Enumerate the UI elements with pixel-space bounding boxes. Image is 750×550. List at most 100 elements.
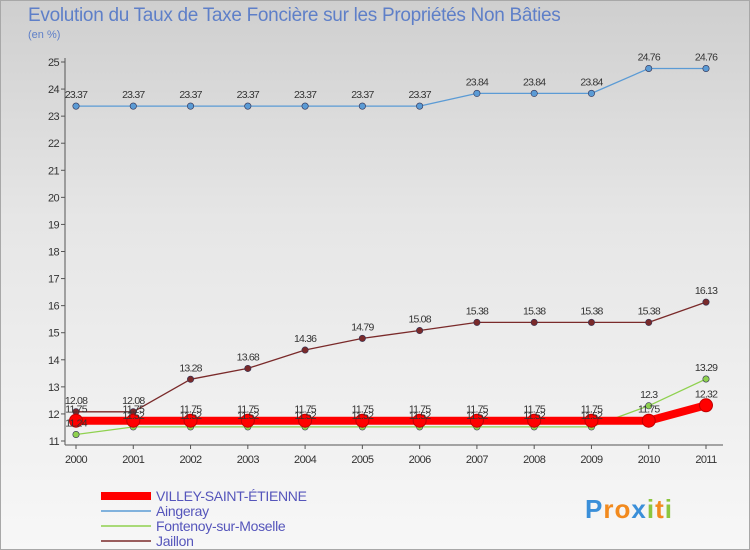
series-line bbox=[75, 378, 707, 436]
chart-title: Evolution du Taux de Taxe Foncière sur l… bbox=[28, 5, 561, 26]
data-point bbox=[358, 334, 366, 342]
data-label: 11.24 bbox=[65, 418, 87, 430]
x-tick-label: 2011 bbox=[695, 454, 717, 466]
series-points bbox=[69, 64, 713, 439]
x-tick-label: 2009 bbox=[580, 454, 603, 466]
data-point bbox=[702, 64, 710, 72]
data-label: 11.75 bbox=[352, 404, 374, 416]
data-label: 15.38 bbox=[580, 305, 603, 317]
y-tick-label: 17 bbox=[48, 274, 60, 286]
data-point bbox=[416, 327, 424, 335]
data-point bbox=[187, 375, 195, 383]
data-label: 13.68 bbox=[237, 351, 260, 363]
data-label: 12.08 bbox=[122, 395, 145, 407]
data-point bbox=[72, 102, 80, 110]
data-point bbox=[69, 413, 83, 428]
data-label: 12.3 bbox=[640, 389, 658, 401]
data-point bbox=[641, 413, 656, 428]
data-label: 11.75 bbox=[638, 404, 660, 416]
data-label: 24.76 bbox=[638, 51, 661, 63]
x-tick-label: 2002 bbox=[180, 454, 203, 466]
legend-label: Aingeray bbox=[156, 503, 209, 519]
data-point bbox=[301, 346, 309, 354]
legend-label: Fontenoy-sur-Moselle bbox=[156, 518, 286, 534]
data-label: 12.32 bbox=[695, 388, 718, 400]
legend-label: Jaillon bbox=[156, 533, 194, 549]
data-label: 14.36 bbox=[294, 333, 317, 345]
data-point bbox=[244, 102, 252, 110]
data-label: 11.52 bbox=[523, 410, 545, 422]
data-label: 11.52 bbox=[237, 410, 259, 422]
data-point bbox=[183, 413, 198, 428]
data-label: 15.38 bbox=[523, 305, 546, 317]
x-tick-label: 2007 bbox=[466, 454, 489, 466]
data-label: 11.52 bbox=[581, 410, 603, 422]
y-tick-label: 16 bbox=[48, 301, 60, 313]
data-label: 13.29 bbox=[695, 362, 718, 374]
x-tick-label: 2006 bbox=[409, 454, 432, 466]
data-point bbox=[473, 318, 481, 326]
data-point bbox=[530, 89, 538, 97]
data-label: 15.08 bbox=[408, 314, 431, 326]
y-tick-label: 20 bbox=[48, 192, 60, 204]
y-tick-label: 21 bbox=[48, 165, 60, 177]
data-point bbox=[416, 102, 424, 110]
y-tick-label: 12 bbox=[48, 409, 60, 421]
data-label: 11.75 bbox=[294, 404, 316, 416]
data-point bbox=[584, 413, 599, 428]
x-tick-label: 2005 bbox=[351, 454, 374, 466]
y-tick-label: 19 bbox=[48, 219, 60, 231]
y-tick-label: 15 bbox=[48, 328, 60, 340]
data-point bbox=[699, 398, 713, 413]
data-label: 15.38 bbox=[638, 305, 661, 317]
data-label: 23.84 bbox=[466, 76, 489, 88]
data-label: 14.79 bbox=[351, 321, 374, 333]
data-point bbox=[244, 364, 252, 372]
y-tick-label: 11 bbox=[49, 436, 60, 448]
data-point bbox=[702, 298, 710, 306]
series-lines bbox=[75, 67, 708, 436]
data-point bbox=[412, 413, 427, 428]
data-label: 11.52 bbox=[409, 410, 431, 422]
data-label: 15.38 bbox=[466, 305, 489, 317]
y-tick-label: 23 bbox=[48, 111, 60, 123]
data-point bbox=[587, 89, 595, 97]
series-line bbox=[76, 301, 707, 413]
data-label: 11.75 bbox=[65, 404, 87, 416]
data-label: 11.75 bbox=[466, 404, 488, 416]
y-tick-label: 25 bbox=[48, 57, 60, 69]
x-tick-label: 2004 bbox=[294, 454, 317, 466]
data-label: 11.52 bbox=[466, 410, 488, 422]
data-label: 24.76 bbox=[695, 51, 718, 63]
data-label: 11.75 bbox=[409, 404, 431, 416]
data-label: 11.52 bbox=[352, 410, 374, 422]
x-tick-label: 2001 bbox=[122, 454, 145, 466]
data-label: 23.37 bbox=[408, 89, 431, 101]
legend-label: VILLEY-SAINT-ÉTIENNE bbox=[156, 488, 307, 504]
y-tick-label: 18 bbox=[48, 247, 60, 259]
data-label: 23.84 bbox=[523, 76, 546, 88]
data-label: 11.52 bbox=[180, 410, 202, 422]
data-label: 11.75 bbox=[237, 404, 259, 416]
y-tick-label: 24 bbox=[48, 84, 60, 96]
data-point bbox=[645, 318, 653, 326]
legend: VILLEY-SAINT-ÉTIENNEAingerayFontenoy-sur… bbox=[101, 488, 307, 549]
data-point bbox=[358, 102, 366, 110]
data-point bbox=[645, 402, 653, 410]
data-point bbox=[587, 318, 595, 326]
x-tick-label: 2000 bbox=[65, 454, 88, 466]
series-line bbox=[76, 401, 708, 425]
data-point bbox=[72, 431, 80, 439]
y-tick-label: 14 bbox=[48, 355, 60, 367]
series-line bbox=[76, 67, 706, 107]
data-label: 16.13 bbox=[695, 285, 718, 297]
proxiti-logo: Proxiti bbox=[585, 494, 673, 524]
data-point bbox=[527, 413, 542, 428]
data-point bbox=[298, 413, 313, 428]
data-point bbox=[301, 102, 309, 110]
y-tick-label: 13 bbox=[48, 382, 60, 394]
y-tick-label: 22 bbox=[48, 138, 60, 150]
data-point bbox=[240, 413, 255, 428]
